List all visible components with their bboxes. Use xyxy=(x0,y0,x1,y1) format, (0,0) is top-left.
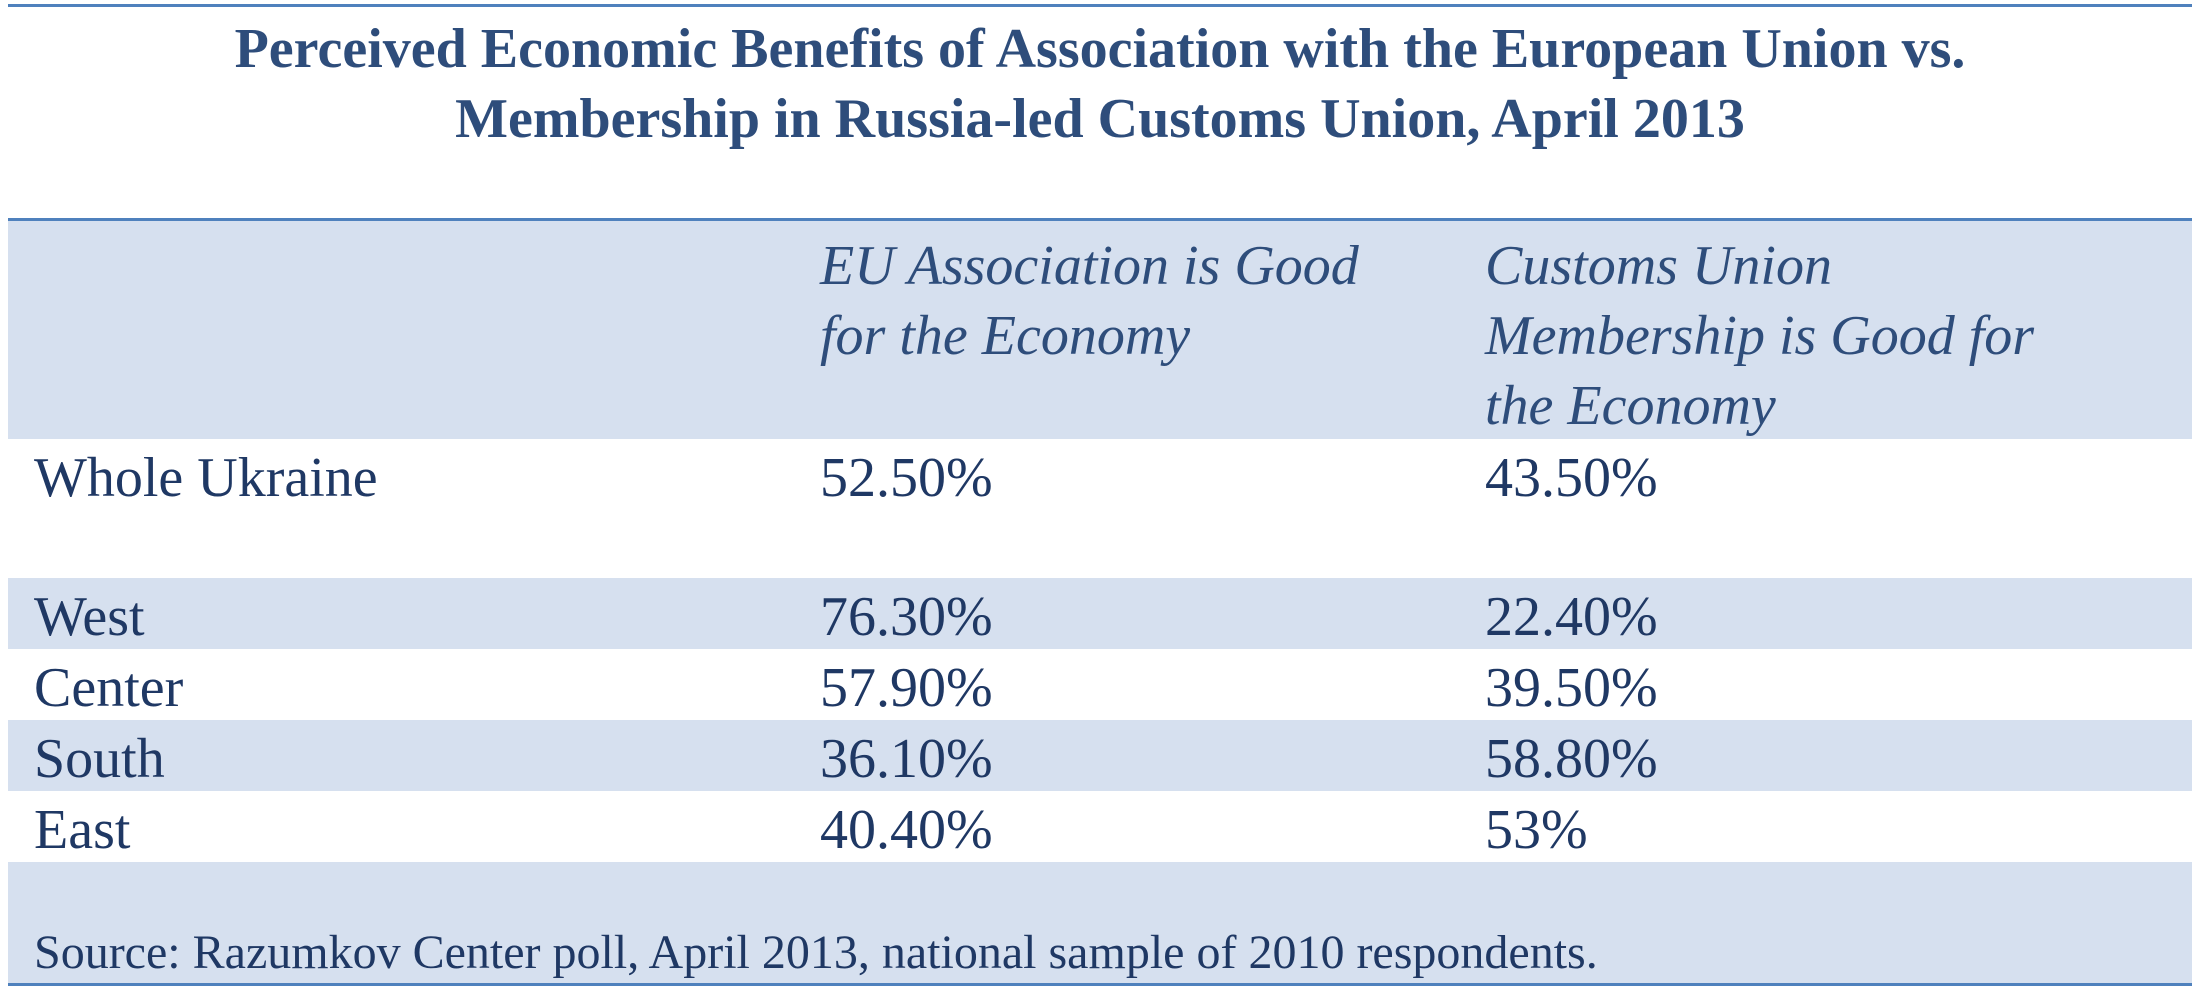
table-row: Center 57.90% 39.50% xyxy=(8,649,2192,720)
table-top-rule xyxy=(8,218,2192,221)
eu-value-cell: 40.40% xyxy=(820,799,993,861)
page-title: Perceived Economic Benefits of Associati… xyxy=(0,14,2200,154)
bottom-rule xyxy=(8,983,2192,986)
cu-value-cell: 58.80% xyxy=(1485,728,1658,790)
region-cell: Whole Ukraine xyxy=(34,447,378,509)
cu-value-cell: 43.50% xyxy=(1485,447,1658,509)
cu-value-cell: 22.40% xyxy=(1485,586,1658,648)
header-cu-line-2: Membership is Good for xyxy=(1485,305,2035,367)
eu-value-cell: 76.30% xyxy=(820,586,993,648)
table-row: West 76.30% 22.40% xyxy=(8,578,2192,649)
header-customs-union: Customs Union Membership is Good for the… xyxy=(1485,231,2034,441)
source-row: Source: Razumkov Center poll, April 2013… xyxy=(8,862,2192,983)
cu-value-cell: 39.50% xyxy=(1485,657,1658,719)
region-cell: East xyxy=(34,799,131,861)
header-cu-line-3: the Economy xyxy=(1485,375,1776,437)
header-eu-association: EU Association is Good for the Economy xyxy=(820,231,1359,371)
region-cell: South xyxy=(34,728,165,790)
eu-value-cell: 57.90% xyxy=(820,657,993,719)
eu-value-cell: 36.10% xyxy=(820,728,993,790)
table-header-row: EU Association is Good for the Economy C… xyxy=(8,221,2192,439)
header-cu-line-1: Customs Union xyxy=(1485,235,1832,297)
region-cell: West xyxy=(34,586,145,648)
title-line-1: Perceived Economic Benefits of Associati… xyxy=(234,18,1966,80)
region-cell: Center xyxy=(34,657,184,719)
header-eu-line-1: EU Association is Good xyxy=(820,235,1359,297)
table-row: East 40.40% 53% xyxy=(8,791,2192,862)
cu-value-cell: 53% xyxy=(1485,799,1588,861)
table-row: South 36.10% 58.80% xyxy=(8,720,2192,791)
header-eu-line-2: for the Economy xyxy=(820,305,1191,367)
table-row: Whole Ukraine 52.50% 43.50% xyxy=(8,439,2192,578)
top-rule xyxy=(8,4,2192,7)
title-line-2: Membership in Russia-led Customs Union, … xyxy=(455,88,1745,150)
source-note: Source: Razumkov Center poll, April 2013… xyxy=(34,926,1598,979)
eu-value-cell: 52.50% xyxy=(820,447,993,509)
